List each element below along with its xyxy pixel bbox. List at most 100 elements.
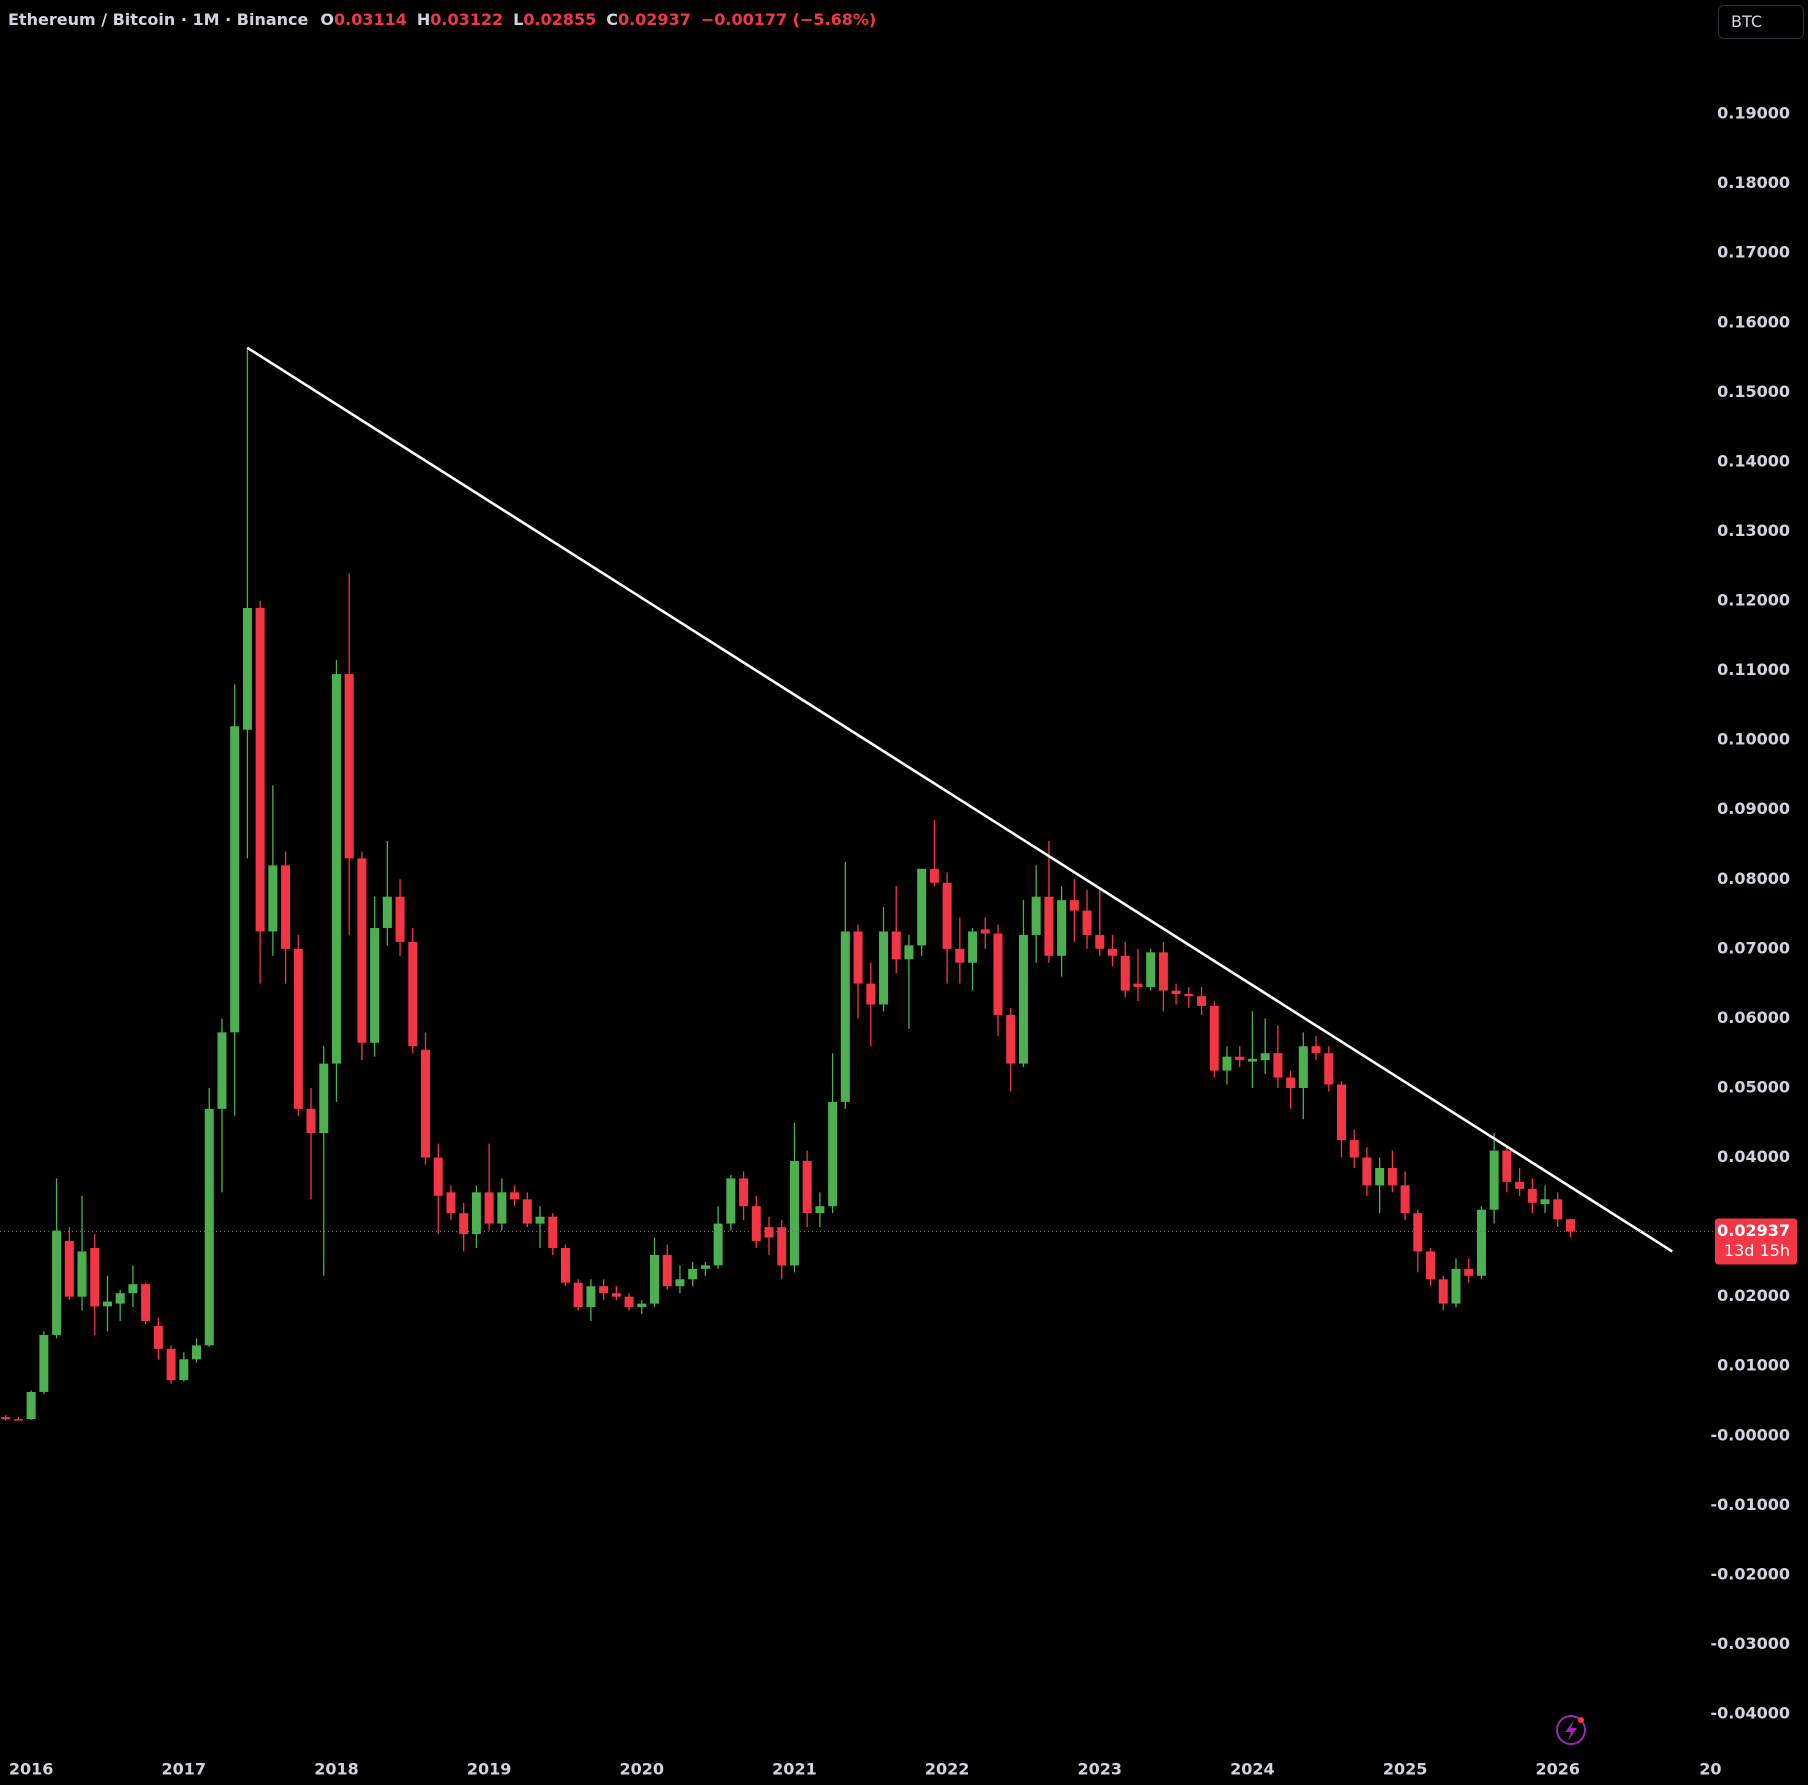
ohlc-value: 0.03122	[430, 10, 504, 29]
candle-body	[306, 1108, 316, 1134]
candle-body	[764, 1227, 774, 1238]
candle-body	[789, 1161, 799, 1266]
candle-body	[700, 1265, 710, 1269]
candle-body	[1184, 994, 1194, 997]
currency-button[interactable]: BTC	[1718, 5, 1804, 39]
candle-body	[980, 929, 990, 934]
candle-body	[802, 1161, 812, 1214]
legend-header: Ethereum / Bitcoin · 1M · Binance O0.0311…	[8, 10, 886, 29]
candle-body	[484, 1192, 494, 1224]
candle-body	[522, 1199, 532, 1224]
y-tick-label: 0.01000	[1717, 1356, 1790, 1375]
x-tick-label: 2021	[772, 1760, 817, 1779]
candle-body	[1400, 1185, 1410, 1214]
candle-body	[637, 1303, 647, 1308]
candle-body	[1349, 1140, 1359, 1158]
ohlc-label: L	[513, 10, 524, 29]
countdown-label: 13d 15h	[1724, 1241, 1790, 1260]
ohlc-label: O	[320, 10, 334, 29]
x-tick-label: 2020	[620, 1760, 665, 1779]
candle-body	[535, 1216, 545, 1224]
candle-body	[382, 896, 392, 928]
change-value: −0.00177 (−5.68%)	[700, 10, 877, 29]
candle-body	[840, 931, 850, 1102]
candle-body	[179, 1359, 189, 1381]
candle-body	[1426, 1251, 1436, 1280]
y-tick-label: 0.19000	[1717, 104, 1790, 123]
candle-body	[548, 1216, 558, 1248]
candle-body	[942, 882, 952, 949]
candle-body	[1311, 1046, 1321, 1054]
y-tick-label: 0.18000	[1717, 173, 1790, 192]
candle-body	[1095, 934, 1105, 949]
candle-body	[904, 945, 914, 960]
candle-body	[1069, 900, 1079, 911]
y-tick-label: -0.02000	[1710, 1564, 1790, 1583]
candle-body	[1107, 948, 1117, 956]
candle-body	[1362, 1157, 1372, 1186]
candle-body	[866, 983, 876, 1005]
candle-body	[1375, 1167, 1385, 1186]
candle-body	[955, 948, 965, 963]
x-tick-label: 2024	[1230, 1760, 1275, 1779]
candle-body	[573, 1282, 583, 1308]
candle-body	[1387, 1167, 1397, 1186]
candle-body	[153, 1325, 163, 1349]
icon[interactable]	[1556, 1715, 1586, 1745]
y-tick-label: 0.02000	[1717, 1286, 1790, 1305]
candle-body	[1515, 1181, 1525, 1189]
candle-body	[1235, 1056, 1245, 1061]
ohlc-value: 0.02937	[617, 10, 691, 29]
candle-body	[1527, 1188, 1537, 1203]
candle-body	[1031, 896, 1041, 935]
candle-body	[13, 1419, 23, 1421]
candle-body	[64, 1241, 74, 1297]
candle-body	[344, 674, 354, 859]
y-tick-label: 0.17000	[1717, 243, 1790, 262]
x-tick-label: 2022	[925, 1760, 970, 1779]
candle-body	[1171, 990, 1181, 995]
candle-body	[204, 1108, 214, 1346]
candle-body	[370, 927, 380, 1043]
candle-body	[650, 1254, 660, 1304]
candle-body	[421, 1049, 431, 1158]
candle-body	[688, 1268, 698, 1280]
candle-body	[281, 865, 291, 949]
candle-body	[510, 1192, 520, 1200]
candle-body	[192, 1345, 202, 1360]
candle-body	[739, 1178, 749, 1207]
candle-body	[331, 674, 341, 1064]
candle-body	[1247, 1058, 1257, 1062]
price-tag-label: 0.02937	[1717, 1221, 1790, 1240]
candle-body	[446, 1192, 456, 1214]
candle-body	[1438, 1279, 1448, 1304]
candle-body	[586, 1286, 596, 1308]
x-tick-label: 2016	[9, 1760, 54, 1779]
x-tick-label: 20	[1699, 1760, 1721, 1779]
candle-body	[1158, 952, 1168, 991]
candle-body	[90, 1247, 100, 1307]
candle-body	[1565, 1219, 1575, 1232]
candle-body	[77, 1251, 87, 1297]
y-tick-label: 0.14000	[1717, 451, 1790, 470]
candle-body	[1476, 1209, 1486, 1276]
candle-body	[115, 1293, 125, 1304]
candle-body	[1464, 1268, 1474, 1276]
candle-body	[968, 931, 978, 963]
candle-body	[662, 1254, 672, 1287]
candle-body	[1133, 983, 1143, 988]
candle-body	[1273, 1053, 1283, 1078]
x-tick-label: 2019	[467, 1760, 512, 1779]
candle-body	[102, 1301, 112, 1307]
candle-body	[39, 1334, 49, 1392]
candle-body	[52, 1230, 62, 1335]
y-tick-label: 0.16000	[1717, 312, 1790, 331]
candle-body	[713, 1223, 723, 1266]
ohlc-value: 0.03114	[333, 10, 407, 29]
candle-body	[1120, 955, 1130, 991]
candle-body	[1082, 910, 1092, 935]
candle-body	[293, 948, 303, 1109]
candle-body	[357, 858, 367, 1043]
y-tick-label: 0.06000	[1717, 1008, 1790, 1027]
